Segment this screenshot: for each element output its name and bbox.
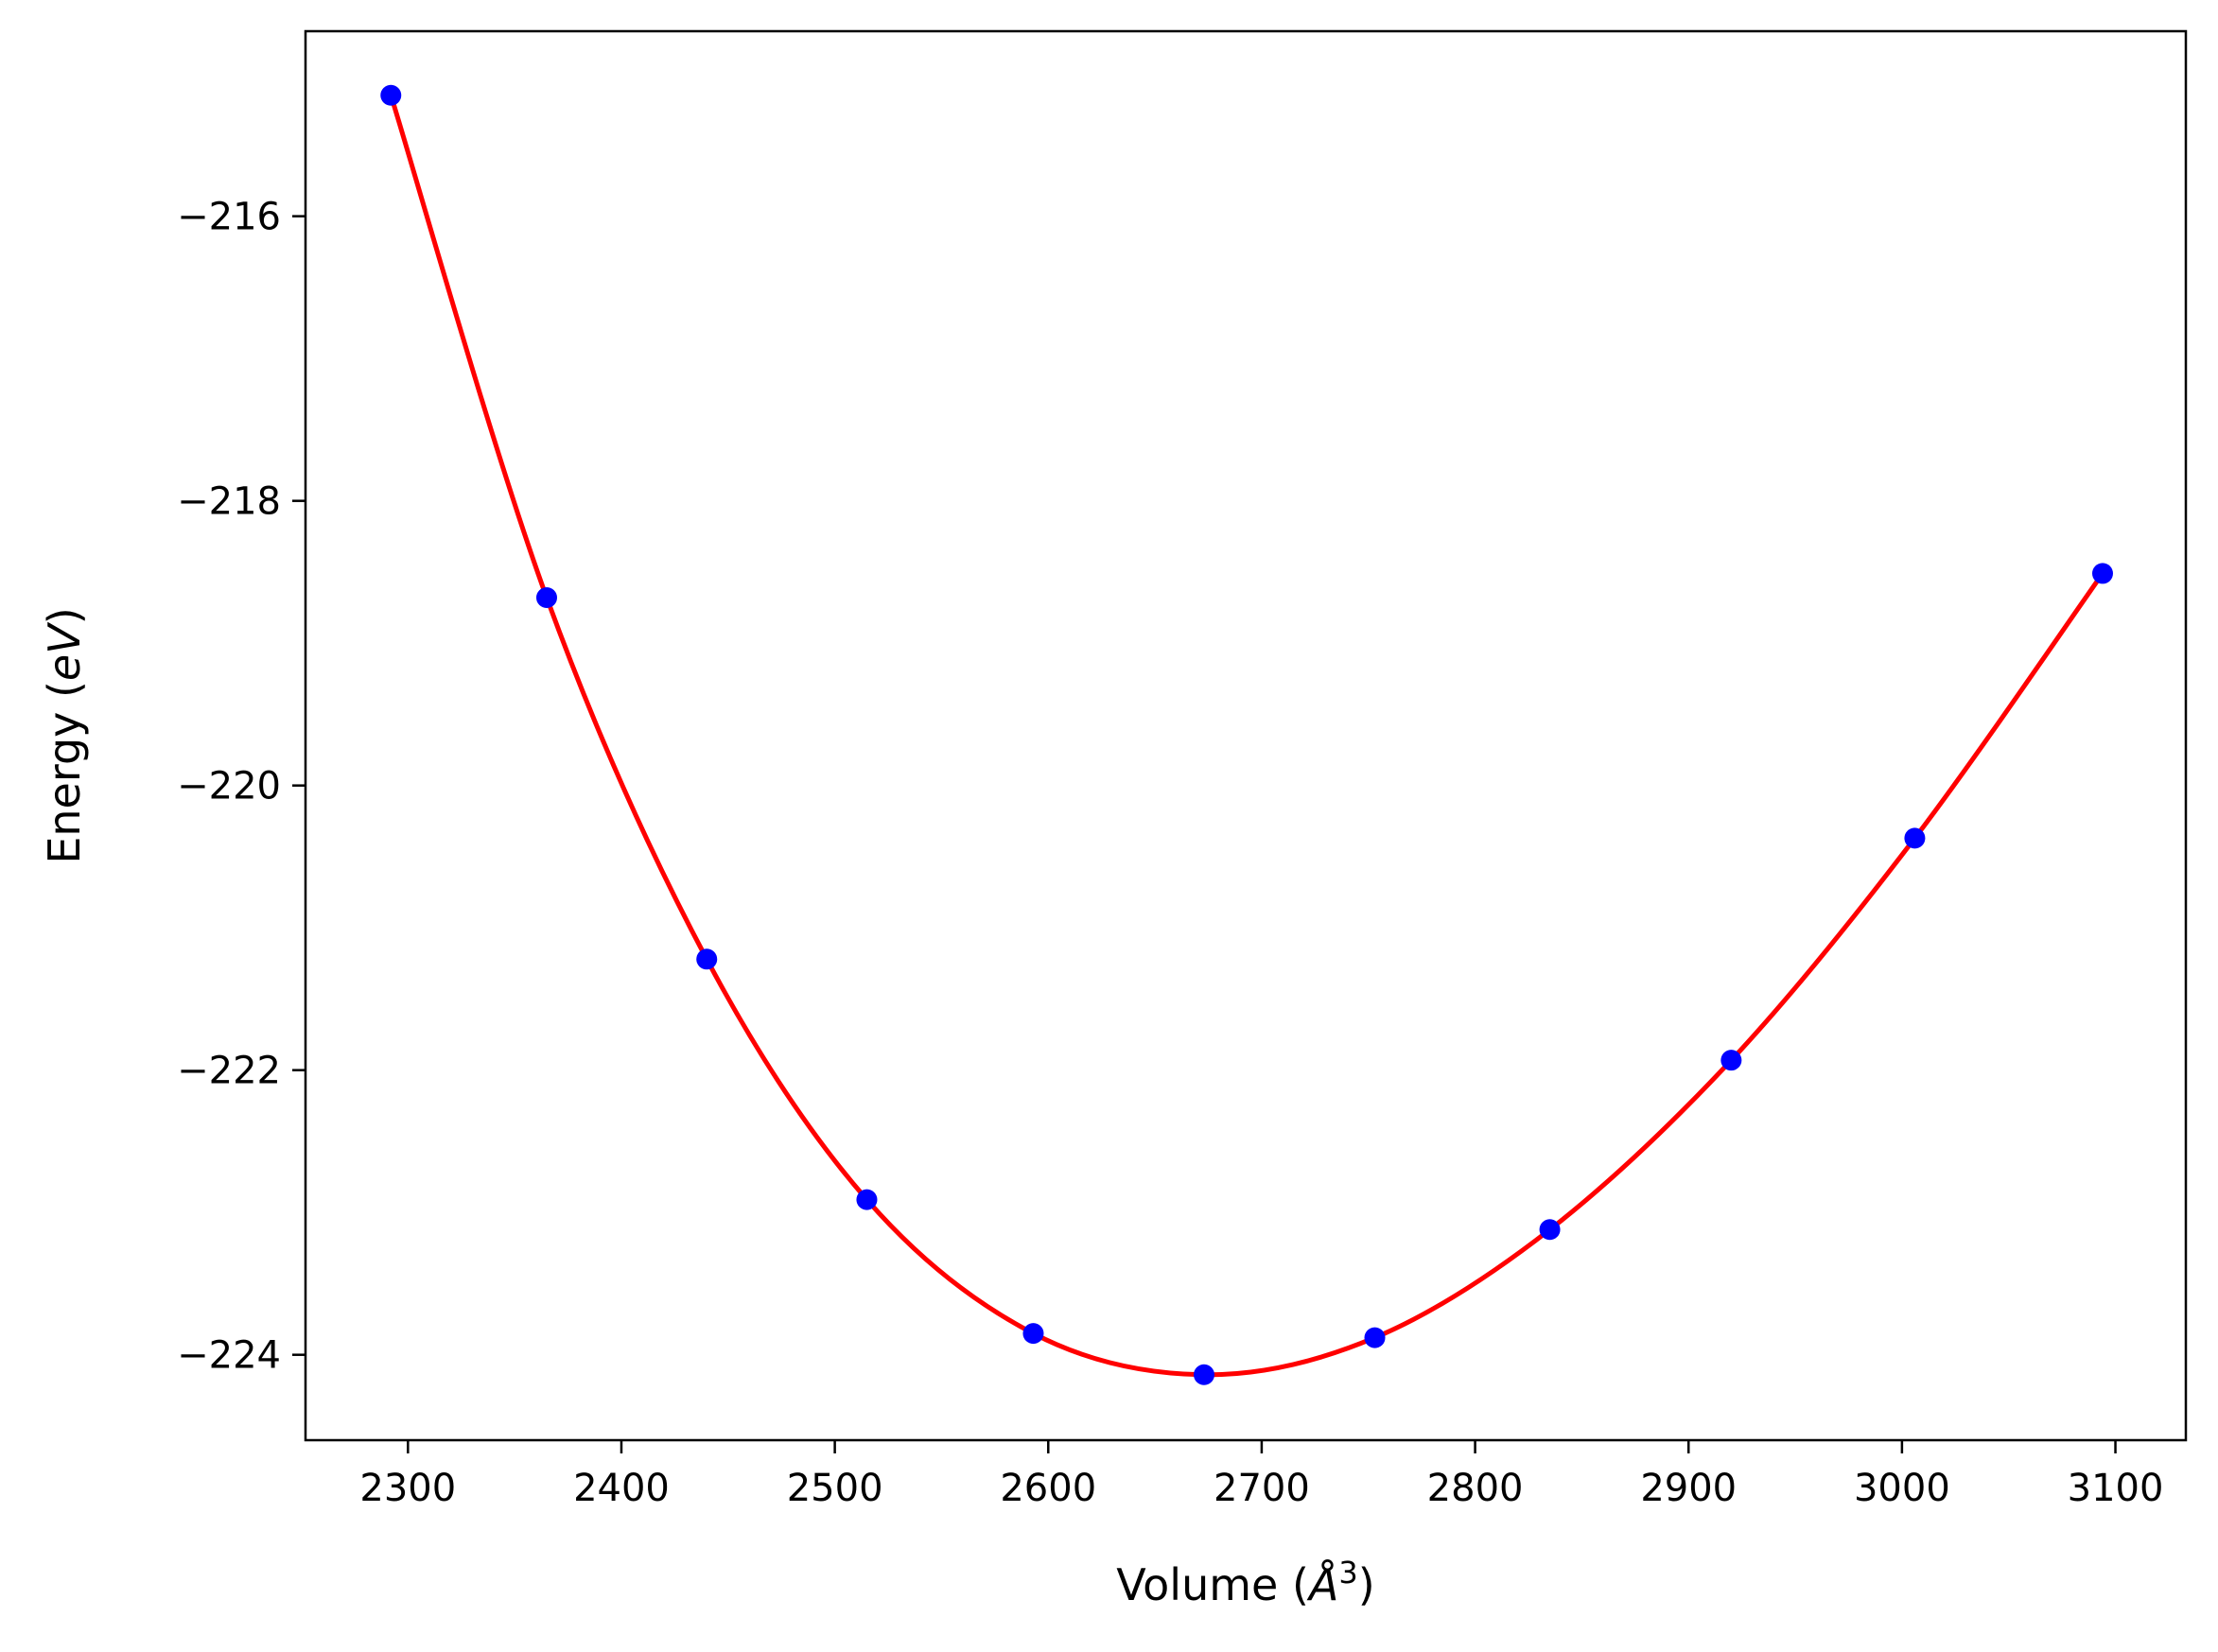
fit-curve [388, 94, 2105, 1378]
x-tick-label: 2900 [1640, 1467, 1737, 1510]
data-point [856, 1189, 878, 1210]
data-points [380, 84, 2113, 1385]
plot-area [306, 31, 2186, 1440]
x-tick-label: 2300 [359, 1467, 456, 1510]
y-axis-ticks: −216 −218 −220 −222 −224 [177, 196, 306, 1378]
data-point [380, 84, 402, 106]
axes-frame [304, 29, 2188, 1442]
data-point [1720, 1050, 1742, 1071]
data-point [1539, 1219, 1561, 1241]
x-tick-label: 3100 [2068, 1467, 2164, 1510]
x-tick-label: 3000 [1854, 1467, 1950, 1510]
x-tick-label: 2500 [787, 1467, 883, 1510]
x-axis-ticks: 2300 2400 2500 2600 2700 2800 2900 3000 3100 [359, 1440, 2163, 1510]
y-axis-label: Energy (eV) [39, 607, 90, 863]
data-point [1904, 827, 1926, 849]
data-point [1364, 1327, 1386, 1348]
x-tick-label: 2700 [1214, 1467, 1310, 1510]
x-axis-label: Volume (Å3) [1116, 1555, 1374, 1610]
data-point [696, 948, 718, 970]
y-tick-label: −224 [177, 1334, 281, 1378]
x-tick-label: 2400 [573, 1467, 670, 1510]
data-point [1022, 1323, 1044, 1345]
y-tick-label: −222 [177, 1050, 281, 1093]
x-tick-label: 2600 [1000, 1467, 1096, 1510]
data-point [1193, 1364, 1214, 1385]
y-tick-label: −218 [177, 480, 281, 524]
y-tick-label: −216 [177, 196, 281, 239]
y-tick-label: −220 [177, 765, 281, 809]
x-tick-label: 2800 [1427, 1467, 1524, 1510]
data-point [2091, 563, 2113, 584]
data-point [535, 587, 557, 609]
